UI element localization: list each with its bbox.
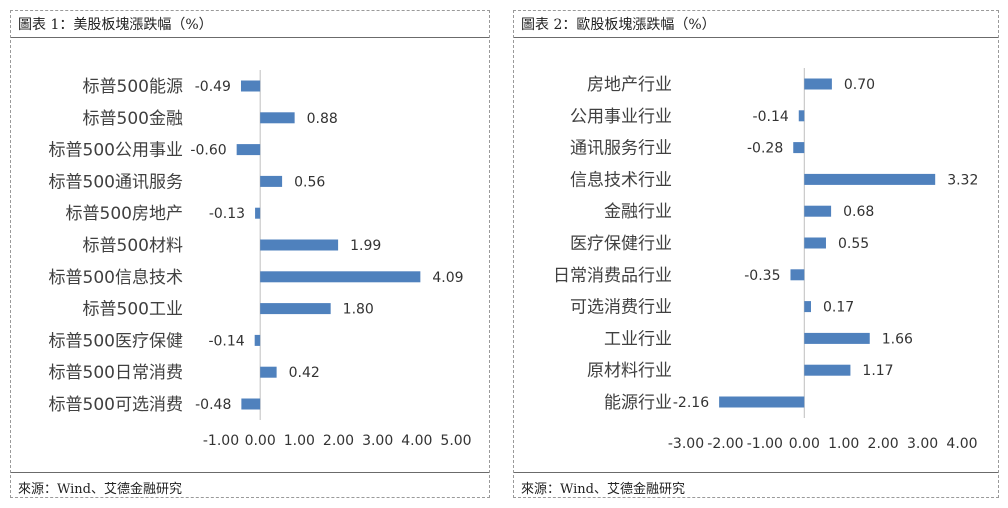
bar — [793, 142, 805, 154]
category-label: 标普500金融 — [83, 109, 183, 129]
bar — [260, 239, 339, 251]
bar — [804, 364, 851, 376]
data-label: 4.09 — [432, 270, 463, 286]
bar — [240, 80, 261, 92]
category-label: 原材料行业 — [587, 361, 672, 381]
data-label: -0.14 — [208, 333, 244, 349]
x-tick-label: 5.00 — [440, 433, 471, 449]
eu-sector-chart-panel: 圖表 2：歐股板塊漲跌幅（%） 房地产行业 0.70 公用事业行业 -0.14 通讯服务… — [513, 10, 999, 498]
x-tick-label: 1.00 — [284, 433, 315, 449]
data-label: -0.13 — [209, 206, 245, 222]
bar — [255, 207, 261, 219]
data-label: 0.70 — [844, 77, 875, 93]
chart-source: 來源：Wind、艾德金融研究 — [18, 482, 182, 497]
bar — [241, 398, 261, 410]
chart-source: 來源：Wind、艾德金融研究 — [521, 482, 685, 497]
category-label: 标普500材料 — [83, 236, 183, 256]
data-label: 1.80 — [343, 302, 374, 318]
chart-title: 圖表 1：美股板塊漲跌幅（%） — [18, 17, 213, 33]
bar — [804, 173, 936, 185]
bar — [804, 78, 832, 90]
chart-source-bar: 來源：Wind、艾德金融研究 — [11, 472, 489, 499]
data-label: 0.88 — [307, 111, 338, 127]
bar — [804, 332, 870, 344]
us-sector-chart-panel: 圖表 1：美股板塊漲跌幅（%） 标普500能源 -0.49 标普500金融 0.88 标… — [10, 10, 490, 498]
category-label: 标普500能源 — [83, 77, 183, 97]
bar — [260, 366, 277, 378]
bar — [804, 237, 826, 249]
bar — [260, 303, 331, 315]
x-tick-label: 3.00 — [907, 436, 938, 452]
category-label: 能源行业 — [604, 393, 672, 413]
eu-sector-bar-chart: 房地产行业 0.70 公用事业行业 -0.14 通讯服务行业 -0.28 信息技术行业 3.3… — [553, 68, 978, 452]
category-label: 标普500房地产 — [66, 204, 183, 224]
category-label: 通讯服务行业 — [570, 139, 672, 159]
data-label: -0.14 — [753, 109, 789, 125]
bar — [254, 334, 261, 346]
x-tick-label: 3.00 — [362, 433, 393, 449]
category-label: 公用事业行业 — [570, 107, 672, 127]
category-label: 标普500信息技术 — [49, 268, 183, 288]
category-label: 标普500公用事业 — [49, 141, 183, 161]
data-label: -0.49 — [195, 79, 231, 95]
bar — [260, 175, 283, 187]
category-label: 工业行业 — [604, 329, 672, 349]
bar — [804, 205, 832, 217]
bar — [790, 269, 805, 281]
chart-title-bar: 圖表 1：美股板塊漲跌幅（%） — [11, 11, 489, 38]
x-tick-label: 0.00 — [245, 433, 276, 449]
chart-source-bar: 來源：Wind、艾德金融研究 — [514, 472, 998, 499]
x-tick-label: 4.00 — [401, 433, 432, 449]
x-tick-label: -1.00 — [747, 436, 783, 452]
data-label: -0.35 — [744, 268, 780, 284]
data-label: 0.55 — [838, 236, 869, 252]
category-label: 标普500通讯服务 — [49, 172, 183, 192]
category-label: 标普500可选消费 — [49, 395, 183, 415]
bar — [798, 110, 805, 122]
category-label: 标普500工业 — [83, 300, 183, 320]
data-label: 3.32 — [947, 172, 978, 188]
data-label: -2.16 — [673, 395, 709, 411]
data-label: -0.60 — [190, 143, 226, 159]
x-tick-label: 4.00 — [946, 436, 977, 452]
bar — [804, 301, 811, 313]
category-label: 标普500医疗保健 — [49, 331, 183, 351]
chart-title: 圖表 2：歐股板塊漲跌幅（%） — [521, 17, 716, 33]
bar — [719, 396, 805, 408]
x-tick-label: 1.00 — [828, 436, 859, 452]
us-sector-bar-chart: 标普500能源 -0.49 标普500金融 0.88 标普500公用事业 -0.60 标普5… — [49, 70, 472, 449]
data-label: 0.17 — [823, 300, 854, 316]
category-label: 金融行业 — [604, 202, 672, 222]
data-label: 0.42 — [289, 365, 320, 381]
bar — [260, 112, 295, 124]
category-label: 标普500日常消费 — [49, 363, 183, 383]
data-label: 1.66 — [882, 331, 913, 347]
x-tick-label: -3.00 — [668, 436, 704, 452]
data-label: -0.48 — [195, 397, 231, 413]
data-label: 0.56 — [294, 174, 325, 190]
category-label: 日常消费品行业 — [553, 266, 672, 286]
x-tick-label: -1.00 — [203, 433, 239, 449]
chart-title-bar: 圖表 2：歐股板塊漲跌幅（%） — [514, 11, 998, 38]
x-tick-label: 2.00 — [323, 433, 354, 449]
data-label: -0.28 — [747, 141, 783, 157]
category-label: 信息技术行业 — [570, 170, 672, 190]
category-label: 房地产行业 — [587, 75, 672, 95]
bar — [260, 271, 421, 283]
category-label: 医疗保健行业 — [570, 234, 672, 254]
category-label: 可选消费行业 — [570, 298, 672, 318]
data-label: 1.99 — [350, 238, 381, 254]
x-tick-label: -2.00 — [707, 436, 743, 452]
data-label: 1.17 — [862, 363, 893, 379]
bar — [236, 144, 261, 156]
x-tick-label: 2.00 — [868, 436, 899, 452]
x-tick-label: 0.00 — [789, 436, 820, 452]
data-label: 0.68 — [843, 204, 874, 220]
